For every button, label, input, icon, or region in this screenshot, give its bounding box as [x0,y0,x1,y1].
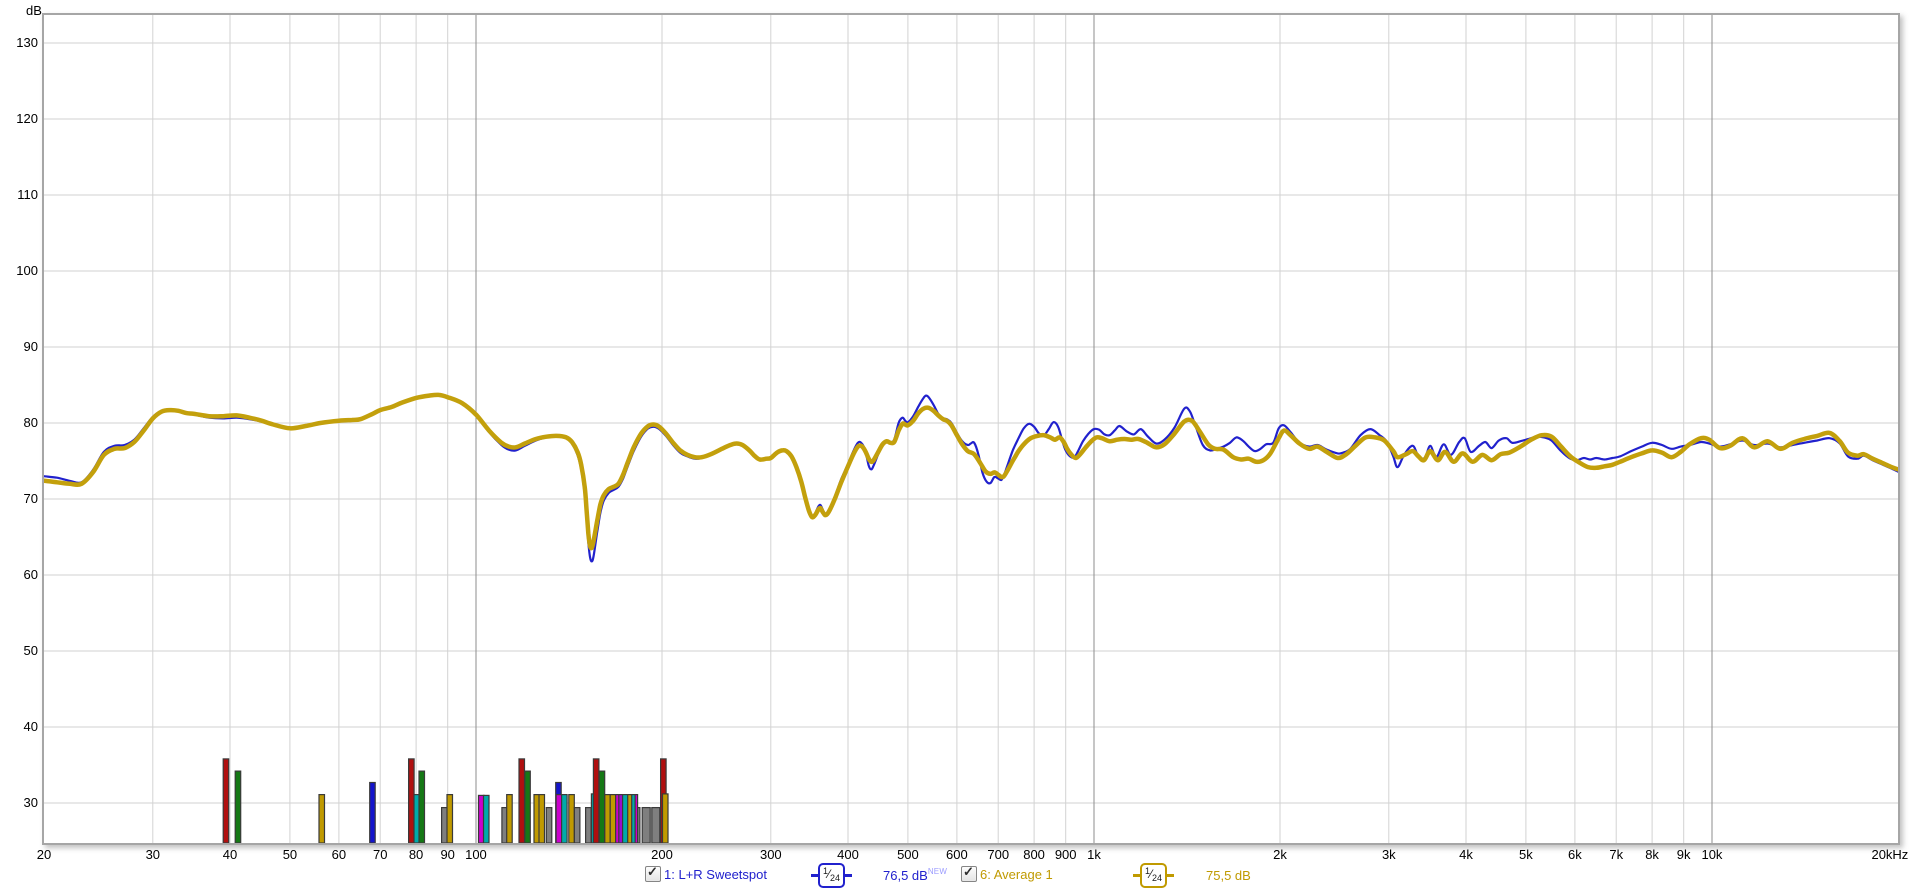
check-icon: ✓ [647,864,658,879]
y-tick-label: 50 [23,643,38,658]
marker-bar [584,806,592,843]
marker-bar [592,758,600,843]
measurement-label[interactable]: 6: Average 1 [980,867,1053,882]
y-tick-label: 70 [23,491,38,506]
x-tick-label: 800 [1023,847,1045,862]
x-tick-label: 300 [759,847,782,862]
x-tick-label: 600 [946,847,968,862]
x-tick-label: 5k [1519,847,1533,862]
marker-bar [560,793,568,843]
marker-bar [538,793,546,843]
check-icon: ✓ [963,864,974,879]
smoothing-control[interactable]: 1⁄24 [1133,862,1175,888]
x-tick-label: 30 [145,847,161,862]
marker-bar [634,793,639,843]
marker-bar [408,758,415,843]
legend-item-lr-sweetspot: ✓ 1: L+R Sweetspot 1⁄24 76,5 dBNEW [645,862,948,888]
x-tick-label: 6k [1567,847,1582,862]
marker-bar [234,770,242,843]
x-tick-label: 9k [1676,847,1691,862]
y-tick-label: 90 [23,339,38,354]
marker-bar [441,806,448,843]
x-tick-label: 90 [440,847,455,862]
marker-bar [604,793,611,843]
x-tick-label: 60 [331,847,347,862]
x-tick-label: 50 [282,847,298,862]
marker-bar [641,806,651,843]
level-readout: 75,5 dB [1206,868,1251,883]
trace-line-sample [1133,873,1140,877]
marker-bar [524,770,531,843]
x-tick-label: 80 [408,847,424,862]
trace-sweetspot [44,393,1898,563]
legend-item-average-1: ✓ 6: Average 1 1⁄24 75,5 dB [961,862,1291,888]
y-tick-label: 110 [17,187,38,202]
smoothing-fraction-box: 1⁄24 [818,862,846,888]
x-tick-label: 1k [1087,847,1101,862]
x-tick-label: 900 [1054,847,1077,862]
marker-bar [446,793,454,843]
y-tick-label: 120 [16,111,38,126]
smoothing-control[interactable]: 1⁄24 [811,862,853,888]
smoothing-fraction-box: 1⁄24 [1140,862,1168,888]
new-badge: NEW [927,867,948,876]
y-tick-label: 40 [23,719,38,734]
x-tick-label: 7k [1609,847,1624,862]
x-tick-label: 40 [222,847,238,862]
y-axis-unit-label: dB [26,3,42,18]
x-tick-label: 8k [1645,847,1659,862]
y-tick-label: 130 [16,35,38,50]
x-tick-label: 100 [465,847,487,862]
plot-area [42,13,1900,845]
marker-bar [609,793,617,843]
marker-bar [598,770,606,843]
x-tick-label: 700 [987,847,1010,862]
marker-bar [518,758,526,843]
marker-bar [506,793,513,843]
y-tick-label: 30 [23,795,38,810]
measurement-label[interactable]: 1: L+R Sweetspot [664,867,767,882]
measurement-checkbox[interactable]: ✓ [645,864,661,882]
marker-bar [482,794,490,843]
x-tick-label: 70 [372,847,388,862]
y-tick-label: 80 [23,415,38,430]
trace-line-sample [845,873,853,877]
y-tick-label: 100 [16,263,38,278]
y-tick-label: 60 [23,567,38,582]
trace-line-sample [1167,873,1175,877]
trace-line-sample [811,873,818,877]
marker-bar [222,758,230,843]
marker-bar [661,793,669,843]
marker-bar [369,781,376,843]
x-tick-label: 400 [837,847,859,862]
x-tick-label: 500 [897,847,919,862]
x-tick-label: 3k [1381,847,1396,862]
level-readout: 76,5 dBNEW [883,867,948,883]
measurement-checkbox[interactable]: ✓ [961,864,977,882]
x-tick-label: 10k [1701,847,1723,862]
trace-average [44,392,1898,551]
x-tick-label: 4k [1459,847,1473,862]
frequency-response-chart [44,15,1898,843]
marker-bar [545,806,553,843]
marker-bar [318,793,326,843]
marker-bar [573,806,581,843]
x-tick-label: 2k [1273,847,1287,862]
marker-bar [555,793,563,843]
x-tick-label: 200 [651,847,673,862]
marker-bar [651,806,661,843]
x-tick-label: 20 [36,847,52,862]
marker-bar [568,793,575,843]
marker-bar [418,770,426,843]
x-tick-label: 20kHz [1871,847,1909,862]
